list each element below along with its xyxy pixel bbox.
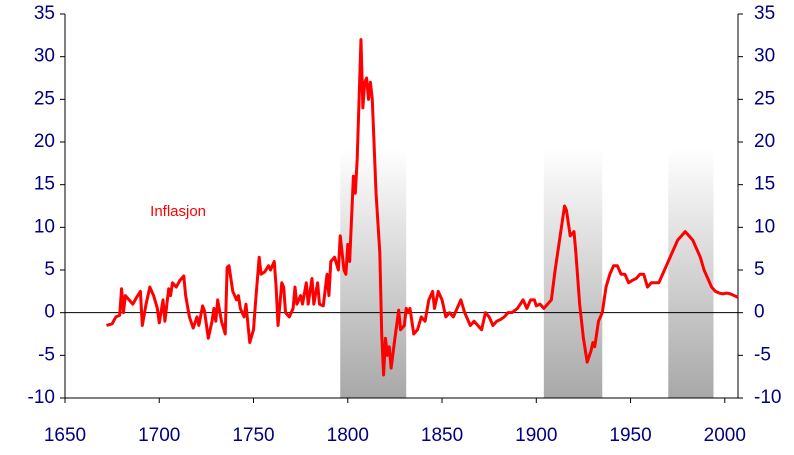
y-tick-label: -10	[28, 387, 55, 408]
y-tick-label: 15	[34, 174, 55, 195]
y-tick-label: 0	[44, 302, 55, 323]
y-tick-label: 10	[34, 216, 55, 237]
x-tick-label: 1700	[138, 425, 180, 446]
x-tick-label: 1950	[609, 425, 651, 446]
x-tick-label: 2000	[704, 425, 746, 446]
y2-tick-label: 30	[754, 46, 775, 67]
y2-tick-label: 5	[754, 259, 765, 280]
y-tick-label: 25	[34, 88, 55, 109]
y2-tick-label: 15	[754, 174, 775, 195]
y-tick-label: 5	[44, 259, 55, 280]
x-tick-label: 1750	[232, 425, 274, 446]
y-tick-label: 35	[34, 3, 55, 24]
x-tick-label: 1900	[515, 425, 557, 446]
x-tick-label: 1850	[421, 425, 463, 446]
y2-tick-label: 10	[754, 216, 775, 237]
y2-tick-label: -5	[754, 344, 771, 365]
y-tick-label: -5	[38, 344, 55, 365]
x-tick-label: 1650	[44, 425, 86, 446]
series-line	[106, 38, 739, 377]
shaded-period	[543, 14, 603, 398]
y2-tick-label: 20	[754, 131, 775, 152]
shaded-period	[340, 14, 407, 398]
y-tick-label: 30	[34, 46, 55, 67]
y2-tick-label: 25	[754, 88, 775, 109]
y2-tick-label: 35	[754, 3, 775, 24]
shaded-period	[668, 14, 714, 398]
x-tick-label: 1800	[327, 425, 369, 446]
y-tick-label: 20	[34, 131, 55, 152]
y2-tick-label: 0	[754, 302, 765, 323]
series-annotation: Inflasjon	[150, 203, 206, 220]
y2-tick-label: -10	[754, 387, 781, 408]
